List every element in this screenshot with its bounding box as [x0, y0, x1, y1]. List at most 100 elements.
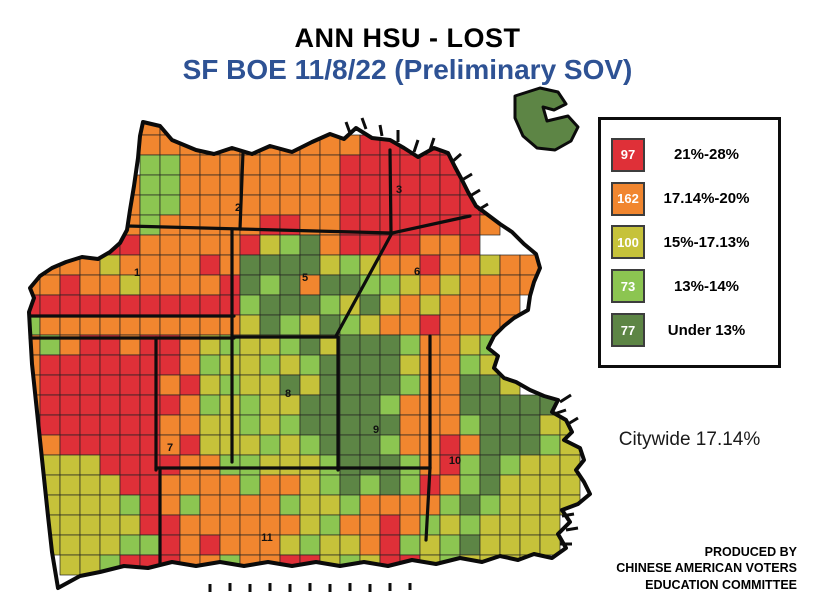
precinct-cell	[359, 454, 381, 476]
precinct-cell	[459, 374, 481, 396]
precinct-cell	[99, 494, 121, 516]
precinct-cell	[199, 194, 221, 216]
district-boundary-line	[424, 466, 432, 542]
precinct-cell	[279, 514, 301, 536]
precinct-cell	[179, 254, 201, 276]
precinct-cell	[39, 394, 61, 416]
precinct-cell	[259, 414, 281, 436]
precinct-cell	[359, 314, 381, 336]
precinct-cell	[439, 374, 461, 396]
district-boundaries	[28, 117, 579, 592]
precinct-cell	[219, 534, 241, 556]
precinct-cell	[319, 534, 341, 556]
precinct-cell	[539, 414, 561, 436]
precinct-cell	[239, 294, 261, 316]
precinct-cell	[499, 434, 521, 456]
precinct-cell	[179, 434, 201, 456]
precinct-cell	[459, 354, 481, 376]
precinct-cell	[239, 274, 261, 296]
precinct-cell	[79, 354, 101, 376]
precinct-cell	[299, 314, 321, 336]
precinct-cell	[259, 494, 281, 516]
precinct-cell	[379, 454, 401, 476]
precinct-cell	[179, 374, 201, 396]
precinct-cell	[379, 394, 401, 416]
precinct-cell	[199, 354, 221, 376]
precinct-cell	[519, 474, 541, 496]
precinct-cell	[99, 354, 121, 376]
precinct-cell	[439, 354, 461, 376]
precinct-cell	[79, 454, 101, 476]
precinct-cell	[279, 474, 301, 496]
precinct-cell	[119, 294, 141, 316]
precinct-cell	[459, 334, 481, 356]
precinct-cell	[419, 314, 441, 336]
precinct-cell	[59, 374, 81, 396]
precinct-cell	[119, 574, 141, 588]
precinct-cell	[359, 394, 381, 416]
precinct-cell	[259, 194, 281, 216]
precinct-cell	[439, 194, 461, 216]
precinct-cell	[399, 334, 421, 356]
precinct-cell	[179, 534, 201, 556]
precinct-cell	[479, 394, 501, 416]
legend-item: 73 13%-14%	[611, 269, 768, 304]
legend-item: 97 21%-28%	[611, 137, 768, 172]
precinct-cell	[79, 434, 101, 456]
precinct-cell	[239, 414, 261, 436]
precinct-cell	[79, 414, 101, 436]
precinct-cell	[59, 354, 81, 376]
precinct-cell	[139, 134, 161, 156]
legend-precinct-count: 73	[620, 278, 636, 294]
precinct-cell	[319, 494, 341, 516]
precinct-cell	[219, 394, 241, 416]
precinct-cell	[59, 314, 81, 336]
precinct-cell	[159, 474, 181, 496]
precinct-cell	[159, 454, 181, 476]
precinct-cell	[199, 394, 221, 416]
precinct-cell	[419, 174, 441, 196]
precinct-cell	[399, 294, 421, 316]
precinct-cell	[299, 234, 321, 256]
precinct-cell	[519, 434, 541, 456]
precinct-cell	[29, 434, 41, 456]
credit-line: PRODUCED BY	[704, 545, 797, 559]
precinct-cell	[199, 454, 221, 476]
precinct-cell	[119, 394, 141, 416]
precinct-cell	[239, 354, 261, 376]
precinct-cell	[199, 434, 221, 456]
precinct-cell	[259, 474, 281, 496]
precinct-cell	[379, 294, 401, 316]
precinct-cell	[319, 194, 341, 216]
precinct-cell	[259, 154, 281, 176]
precinct-cell	[219, 514, 241, 536]
precinct-cell	[399, 354, 421, 376]
precinct-cell	[399, 174, 421, 196]
precinct-cell	[319, 174, 341, 196]
precinct-cell	[199, 494, 221, 516]
precinct-cell	[159, 534, 181, 556]
precinct-cell	[139, 314, 161, 336]
precinct-cell	[139, 494, 161, 516]
precinct-cell	[339, 394, 361, 416]
precinct-cell	[259, 294, 281, 316]
precinct-cell	[239, 314, 261, 336]
precinct-cell	[59, 454, 81, 476]
precinct-cell	[299, 474, 321, 496]
precinct-cell	[39, 374, 61, 396]
legend-range-label: 13%-14%	[673, 277, 740, 295]
precinct-cell	[319, 274, 341, 296]
precinct-cell	[239, 254, 261, 276]
precinct-cell	[299, 414, 321, 436]
precinct-cell	[439, 474, 461, 496]
precinct-cell	[339, 234, 361, 256]
title-block: ANN HSU - LOST SF BOE 11/8/22 (Prelimina…	[0, 24, 815, 85]
district-label-9: 9	[373, 424, 379, 436]
precinct-cell	[419, 194, 441, 216]
precinct-cell	[339, 494, 361, 516]
precinct-cell	[539, 514, 561, 536]
precinct-cell	[399, 474, 421, 496]
citywide-note: Citywide 17.14%	[618, 429, 761, 450]
precinct-cell	[219, 294, 241, 316]
